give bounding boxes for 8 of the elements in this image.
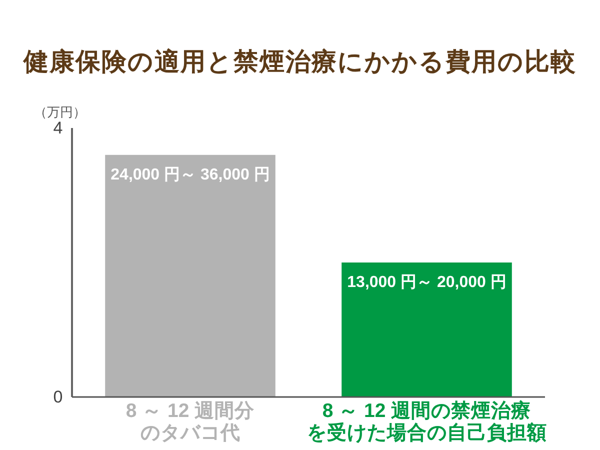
y-tick-label: 4 (53, 118, 63, 138)
chart-title: 健康保険の適用と禁煙治療にかかる費用の比較 (22, 48, 576, 76)
annotation: 13,000 円～ 20,000 円 (347, 274, 506, 291)
x-tick-label: 8 ～ 12 週間の禁煙治療を受けた場合の自己負担額 (306, 399, 547, 444)
y-axis-title: （万円） (34, 104, 86, 120)
annotation: 24,000 円～ 36,000 円 (110, 166, 270, 184)
y-tick-label: 0 (53, 388, 63, 406)
x-tick-label: 8 ～ 12 週間分のタバコ代 (126, 400, 256, 444)
